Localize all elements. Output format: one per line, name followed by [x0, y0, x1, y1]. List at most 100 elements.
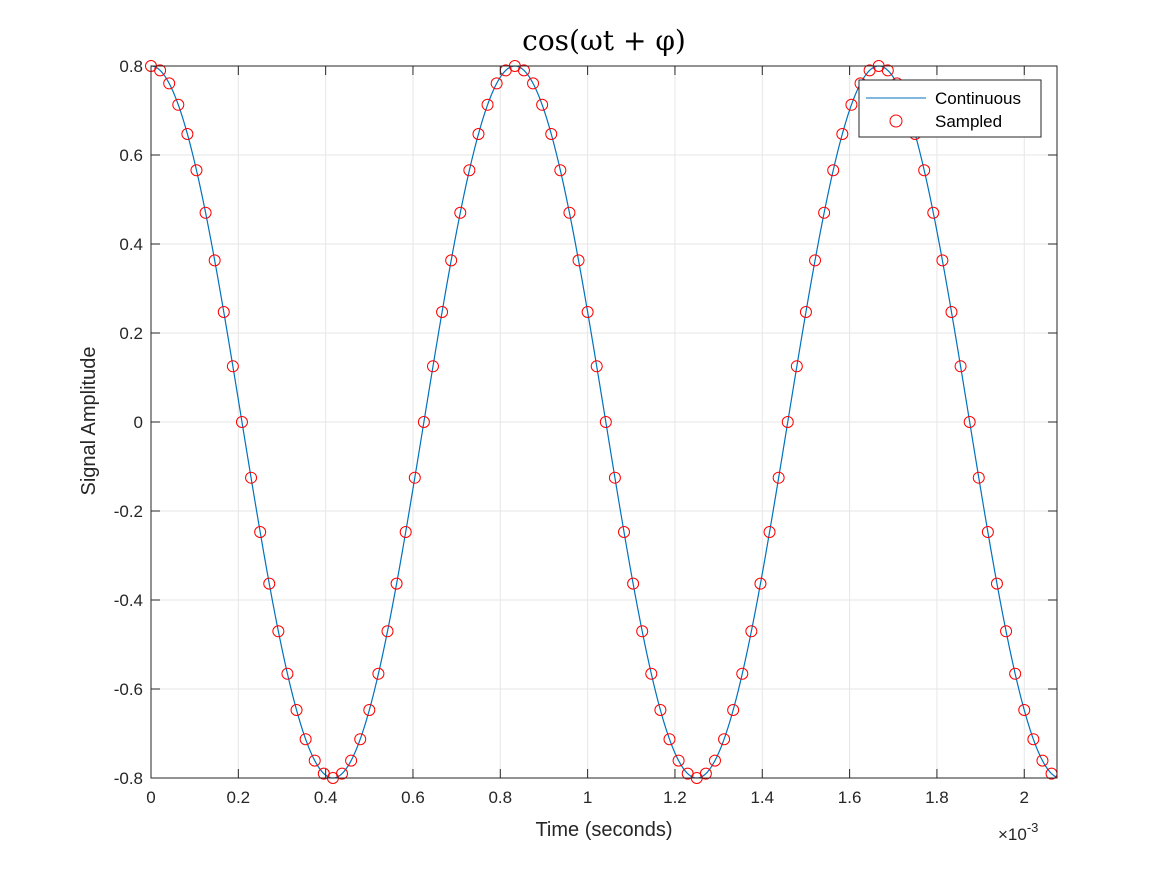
sampled-point [235, 416, 248, 428]
sampled-point [745, 625, 758, 638]
sampled-point [390, 577, 403, 590]
x-axis-label: Time (seconds) [535, 819, 672, 841]
x-axis-exponent-base: ×10 [998, 825, 1027, 844]
sampled-point [527, 77, 540, 90]
x-tick-label: 0 [146, 788, 155, 807]
sampled-point [963, 416, 976, 428]
y-tick-label: 0.2 [119, 324, 143, 343]
legend-sampled-label: Sampled [935, 112, 1002, 131]
sampled-point [981, 526, 994, 539]
sampled-point [226, 360, 239, 373]
sampled-point [763, 526, 776, 539]
sampled-point [599, 416, 612, 428]
sampled-point [363, 704, 376, 717]
sampled-point [272, 625, 285, 638]
sampled-point [208, 254, 221, 267]
sampled-point [699, 767, 712, 780]
sampled-point [936, 254, 949, 267]
sampled-point [572, 254, 585, 267]
sampled-point [372, 667, 385, 680]
sampled-point [827, 164, 840, 177]
sampled-point [581, 305, 594, 318]
sampled-point [199, 206, 212, 219]
sampled-point [345, 754, 358, 767]
sampled-point [945, 305, 958, 318]
sampled-point [454, 206, 467, 219]
sampled-point [818, 206, 831, 219]
sampled-point [918, 164, 931, 177]
x-tick-label: 0.2 [227, 788, 251, 807]
x-tick-label: 0.4 [314, 788, 338, 807]
sampled-point [245, 471, 258, 484]
sampled-point [1018, 704, 1031, 717]
sampled-point [836, 127, 849, 140]
sampled-point [881, 64, 894, 77]
x-axis-exponent: ×10-3 [998, 820, 1038, 844]
y-tick-label: 0.8 [119, 57, 143, 76]
sampled-point [972, 471, 985, 484]
sampled-point [290, 704, 303, 717]
chart-title: cos(ωt + φ) [522, 24, 686, 57]
sampled-point [990, 577, 1003, 590]
x-tick-label: 2 [1020, 788, 1029, 807]
sampled-point [1000, 625, 1013, 638]
axis-ticks: 0 0.2 0.4 0.6 0.8 1 1.2 1.4 1.6 1.8 2 -0.8 -0.6 -0.4 -… [114, 57, 1057, 807]
y-tick-label: -0.6 [114, 680, 143, 699]
sampled-point [254, 526, 267, 539]
sampled-point [736, 667, 749, 680]
sampled-point [154, 64, 167, 77]
legend-sampled-swatch [889, 114, 903, 128]
sampled-point [181, 127, 194, 140]
sampled-point [781, 416, 794, 428]
y-tick-label: -0.2 [114, 502, 143, 521]
legend: Continuous Sampled [858, 79, 1042, 138]
sampled-point [1027, 733, 1040, 746]
sampled-point [381, 625, 394, 638]
sampled-point [163, 77, 176, 90]
sampled-point [627, 577, 640, 590]
sampled-point [190, 164, 203, 177]
x-tick-label: 0.6 [401, 788, 425, 807]
sampled-point [708, 754, 721, 767]
x-tick-label: 1.4 [750, 788, 774, 807]
legend-continuous-label: Continuous [935, 89, 1021, 108]
sampled-point [718, 733, 731, 746]
legend-box [858, 79, 1042, 138]
sampled-point [417, 416, 430, 428]
sampled-point [954, 360, 967, 373]
x-tick-label: 0.8 [488, 788, 512, 807]
sampled-point [809, 254, 822, 267]
sampled-point [426, 360, 439, 373]
sampled-point [608, 471, 621, 484]
y-tick-label: 0.6 [119, 146, 143, 165]
sampled-point [845, 98, 858, 111]
sampled-point [672, 754, 685, 767]
sampled-point [618, 526, 631, 539]
sampled-point [408, 471, 421, 484]
x-tick-label: 1.8 [925, 788, 949, 807]
sampled-point [490, 77, 503, 90]
y-tick-label: 0 [134, 413, 143, 432]
sampled-point [399, 526, 412, 539]
y-tick-label: -0.4 [114, 591, 143, 610]
sampled-point [445, 254, 458, 267]
sampled-point [463, 164, 476, 177]
sampled-point [636, 625, 649, 638]
y-axis-label: Signal Amplitude [78, 347, 100, 496]
sampled-point [299, 733, 312, 746]
sampled-point [563, 206, 576, 219]
sampled-point [645, 667, 658, 680]
x-tick-label: 1.6 [838, 788, 862, 807]
sampled-point [472, 127, 485, 140]
sampled-point [590, 360, 603, 373]
sampled-point [481, 98, 494, 111]
sampled-point [536, 98, 549, 111]
sampled-point [654, 704, 667, 717]
y-tick-label: -0.8 [114, 769, 143, 788]
sampled-point [217, 305, 230, 318]
sampled-point [1009, 667, 1022, 680]
x-tick-label: 1.2 [663, 788, 687, 807]
x-tick-label: 1 [583, 788, 592, 807]
sampled-point [281, 667, 294, 680]
